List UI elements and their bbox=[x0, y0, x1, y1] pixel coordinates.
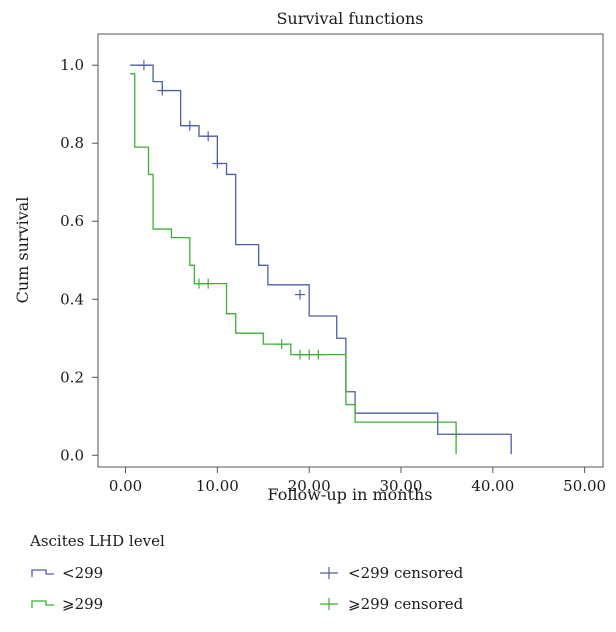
legend-item-1: <299 bbox=[31, 564, 103, 582]
censor-mark-1 bbox=[203, 131, 214, 142]
legend: <299 <299 censored ⩾299 ⩾299 censored bbox=[31, 564, 464, 613]
censor-mark-1 bbox=[295, 289, 305, 300]
y-tick-label: 0.8 bbox=[60, 134, 84, 152]
legend-item-4: ⩾299 censored bbox=[320, 595, 464, 613]
censor-mark-2 bbox=[194, 278, 204, 289]
censor-mark-2 bbox=[203, 278, 214, 289]
x-tick-label: 20.00 bbox=[288, 477, 331, 495]
y-tick-label: 0.6 bbox=[60, 212, 84, 230]
y-tick-label: 1.0 bbox=[60, 56, 84, 74]
series-layer bbox=[130, 60, 512, 455]
y-axis-title: Cum survival bbox=[13, 197, 32, 304]
censor-mark-1 bbox=[184, 120, 195, 131]
legend-swatch-step bbox=[31, 600, 54, 608]
series-line-2 bbox=[130, 73, 457, 455]
censor-mark-1 bbox=[157, 85, 168, 96]
y-tick-label: 0.0 bbox=[60, 446, 84, 464]
y-tick-label: 0.2 bbox=[60, 368, 84, 386]
legend-label: <299 bbox=[62, 564, 103, 582]
x-tick-label: 30.00 bbox=[380, 477, 423, 495]
legend-label: ⩾299 bbox=[62, 595, 103, 613]
legend-item-3: ⩾299 bbox=[31, 595, 103, 613]
legend-label: ⩾299 censored bbox=[348, 595, 464, 613]
legend-title: Ascites LHD level bbox=[29, 532, 165, 550]
censor-mark-1 bbox=[138, 60, 149, 71]
censor-mark-2 bbox=[295, 349, 305, 360]
x-tick-label: 10.00 bbox=[196, 477, 239, 495]
y-axis: 0.0 0.2 0.4 0.6 0.8 1.0 bbox=[60, 56, 98, 464]
chart-title: Survival functions bbox=[276, 9, 423, 28]
series-line-1 bbox=[130, 64, 512, 455]
plot-area bbox=[97, 33, 604, 468]
censor-mark-2 bbox=[304, 349, 315, 360]
x-tick-label: 0.00 bbox=[109, 477, 142, 495]
censor-mark-2 bbox=[276, 339, 287, 350]
y-tick-label: 0.4 bbox=[60, 290, 84, 308]
x-tick-label: 50.00 bbox=[563, 477, 606, 495]
x-axis: 0.00 10.00 20.00 30.00 40.00 50.00 bbox=[109, 467, 606, 495]
x-tick-label: 40.00 bbox=[471, 477, 514, 495]
x-axis-title: Follow-up in months bbox=[267, 485, 432, 504]
censor-mark-2 bbox=[313, 349, 324, 360]
censor-mark-1 bbox=[212, 158, 223, 169]
legend-item-2: <299 censored bbox=[320, 564, 464, 582]
legend-swatch-step bbox=[31, 569, 54, 577]
legend-label: <299 censored bbox=[348, 564, 464, 582]
